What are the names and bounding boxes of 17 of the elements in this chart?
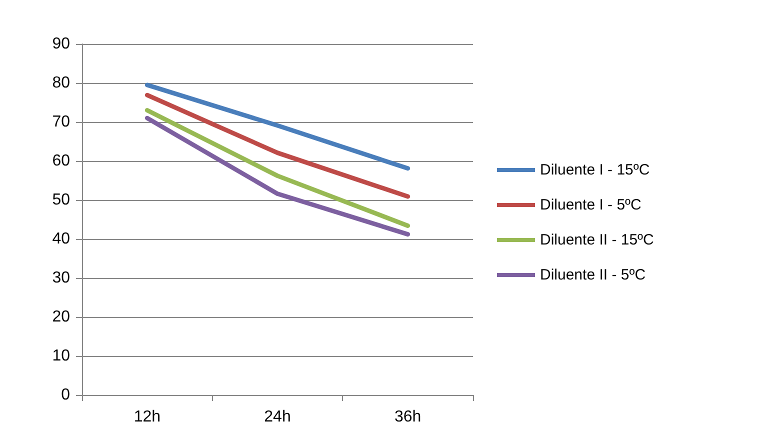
legend-label: Diluente II - 15ºC [540, 232, 654, 248]
x-tick-label: 24h [264, 408, 291, 426]
y-tick-label: 90 [52, 36, 70, 52]
y-tick-label: 70 [52, 114, 70, 130]
y-tick-label: 60 [52, 152, 70, 170]
y-tick-label: 50 [52, 192, 70, 208]
y-tick-label: 40 [52, 230, 70, 248]
x-tick-label: 36h [394, 408, 422, 426]
legend-label: Diluente I - 15ºC [540, 162, 650, 178]
y-tick-label: 80 [52, 74, 70, 92]
y-tick-label: 10 [52, 348, 70, 364]
x-tick-label: 12h [134, 408, 161, 426]
legend-label: Diluente II - 5ºC [540, 266, 646, 284]
legend-label: Diluente I - 5ºC [540, 196, 642, 214]
y-tick-label: 30 [52, 270, 70, 286]
y-tick-label: 0 [61, 386, 70, 404]
y-tick-label: 20 [52, 308, 70, 326]
